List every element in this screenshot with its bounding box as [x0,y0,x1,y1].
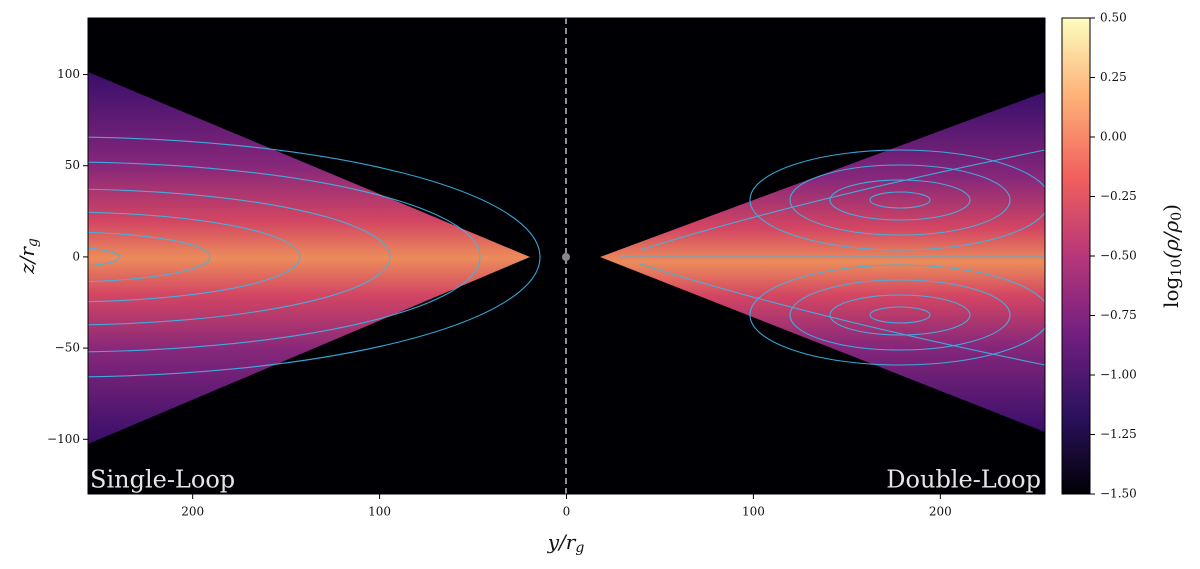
label-part: 10 [1169,259,1185,277]
label-part: g [25,238,41,247]
x-tick-label: 0 [563,505,571,519]
x-axis-label: y/rg [547,530,585,557]
colorbar-tick-label: 0.50 [1100,11,1127,25]
plot-area [88,18,1045,494]
label-part: log [1159,277,1183,308]
y-tick-label: −50 [55,341,80,355]
right-disk [600,92,1045,432]
x-tick-label: 200 [181,505,204,519]
left-disk [88,72,530,444]
y-tick-label: 0 [72,249,80,263]
x-tick-label: 100 [368,505,391,519]
colorbar [1061,17,1091,495]
label-part: (ρ/ρ [1159,221,1183,259]
colorbar-tick-label: −1.25 [1100,427,1137,441]
y-tick-label: 50 [65,158,80,172]
annotation: Double-Loop [886,466,1041,494]
x-tick-label: 200 [929,505,952,519]
streamlines [88,136,1045,378]
black-hole [562,253,570,261]
label-part: z/r [15,246,39,275]
label-part: y/r [547,530,577,554]
colorbar-tick-label: −0.50 [1100,249,1137,263]
colorbar-tick-label: 0.25 [1100,70,1127,84]
y-tick-label: −100 [47,432,80,446]
colorbar-tick-label: −0.25 [1100,189,1137,203]
label-part: ) [1159,204,1183,212]
annotation: Single-Loop [90,466,235,494]
colorbar-tick-label: −1.00 [1100,368,1137,382]
colorbar-tick-label: −1.50 [1100,487,1137,501]
x-tick-label: 100 [742,505,765,519]
colorbar-label: log10(ρ/ρ0) [1159,204,1186,308]
colorbar-tick-label: 0.00 [1100,130,1127,144]
y-axis-label: z/rg [15,238,42,275]
colorbar-tick-label: −0.75 [1100,308,1137,322]
label-part: g [575,540,584,556]
y-tick-label: 100 [57,67,80,81]
label-part: 0 [1169,212,1185,221]
